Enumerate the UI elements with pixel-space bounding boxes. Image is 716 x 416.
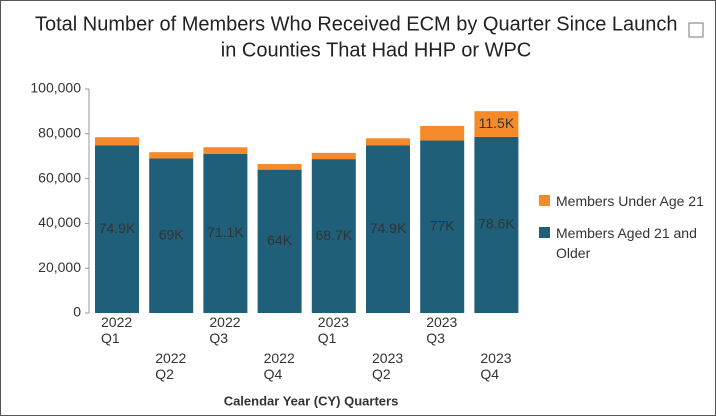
bar-segment [311,152,356,160]
bar-segment [420,125,465,141]
bar-segment [149,158,194,313]
data-label: 68.7K [316,227,353,243]
bar-segment [203,147,248,154]
y-tick-label: 100,000 [30,80,81,96]
data-label: 74.9K [99,220,136,236]
y-tick-label: 80,000 [38,125,81,141]
x-tick-label: 2022 Q1 [101,314,132,346]
x-tick-label: 2023 Q1 [318,314,349,346]
y-tick-label: 20,000 [38,259,81,275]
data-label: 74.9K [370,220,407,236]
legend-swatch [539,195,550,206]
data-label: 77K [430,217,456,233]
bar-segment [257,164,302,170]
legend-item: Members Aged 21 and Older [539,223,715,263]
bar-segment [366,145,410,313]
bar-segment [366,138,410,146]
bar-segment [474,111,519,137]
legend-label: Members Aged 21 and Older [556,225,697,261]
legend-swatch [539,227,550,238]
data-label: 69K [159,226,185,242]
chart-title: Total Number of Members Who Received ECM… [35,13,678,35]
x-tick-label: 2022 Q2 [155,350,186,382]
legend-item: Members Under Age 21 [539,191,715,211]
y-tick-label: 40,000 [38,214,81,230]
bar-segment [149,152,194,159]
bar-segment [474,136,519,313]
expand-icon[interactable] [688,22,704,38]
data-label: 64K [267,232,293,248]
bar-segment [311,159,356,313]
x-tick-label: 2023 Q4 [480,350,511,382]
x-tick-label: 2022 Q4 [264,350,295,382]
data-label: 78.6K [478,216,515,232]
data-label: 11.5K [479,115,515,131]
y-tick-label: 0 [73,304,81,320]
chart-title: in Counties That Had HHP or WPC [221,39,532,61]
bar-segment [95,145,139,313]
bar-segment [203,153,248,313]
x-tick-label: 2023 Q3 [426,314,457,346]
bar-segment [420,140,465,313]
data-label: 71.1K [207,224,244,240]
bar-segment [257,169,302,313]
x-tick-label: 2023 Q2 [372,350,403,382]
legend: Members Under Age 21 Members Aged 21 and … [539,191,715,275]
bar-segment [95,137,139,146]
legend-label: Members Under Age 21 [556,193,704,209]
x-axis-label: Calendar Year (CY) Quarters [224,393,399,408]
x-tick-label: 2022 Q3 [209,314,240,346]
y-tick-label: 60,000 [38,169,81,185]
